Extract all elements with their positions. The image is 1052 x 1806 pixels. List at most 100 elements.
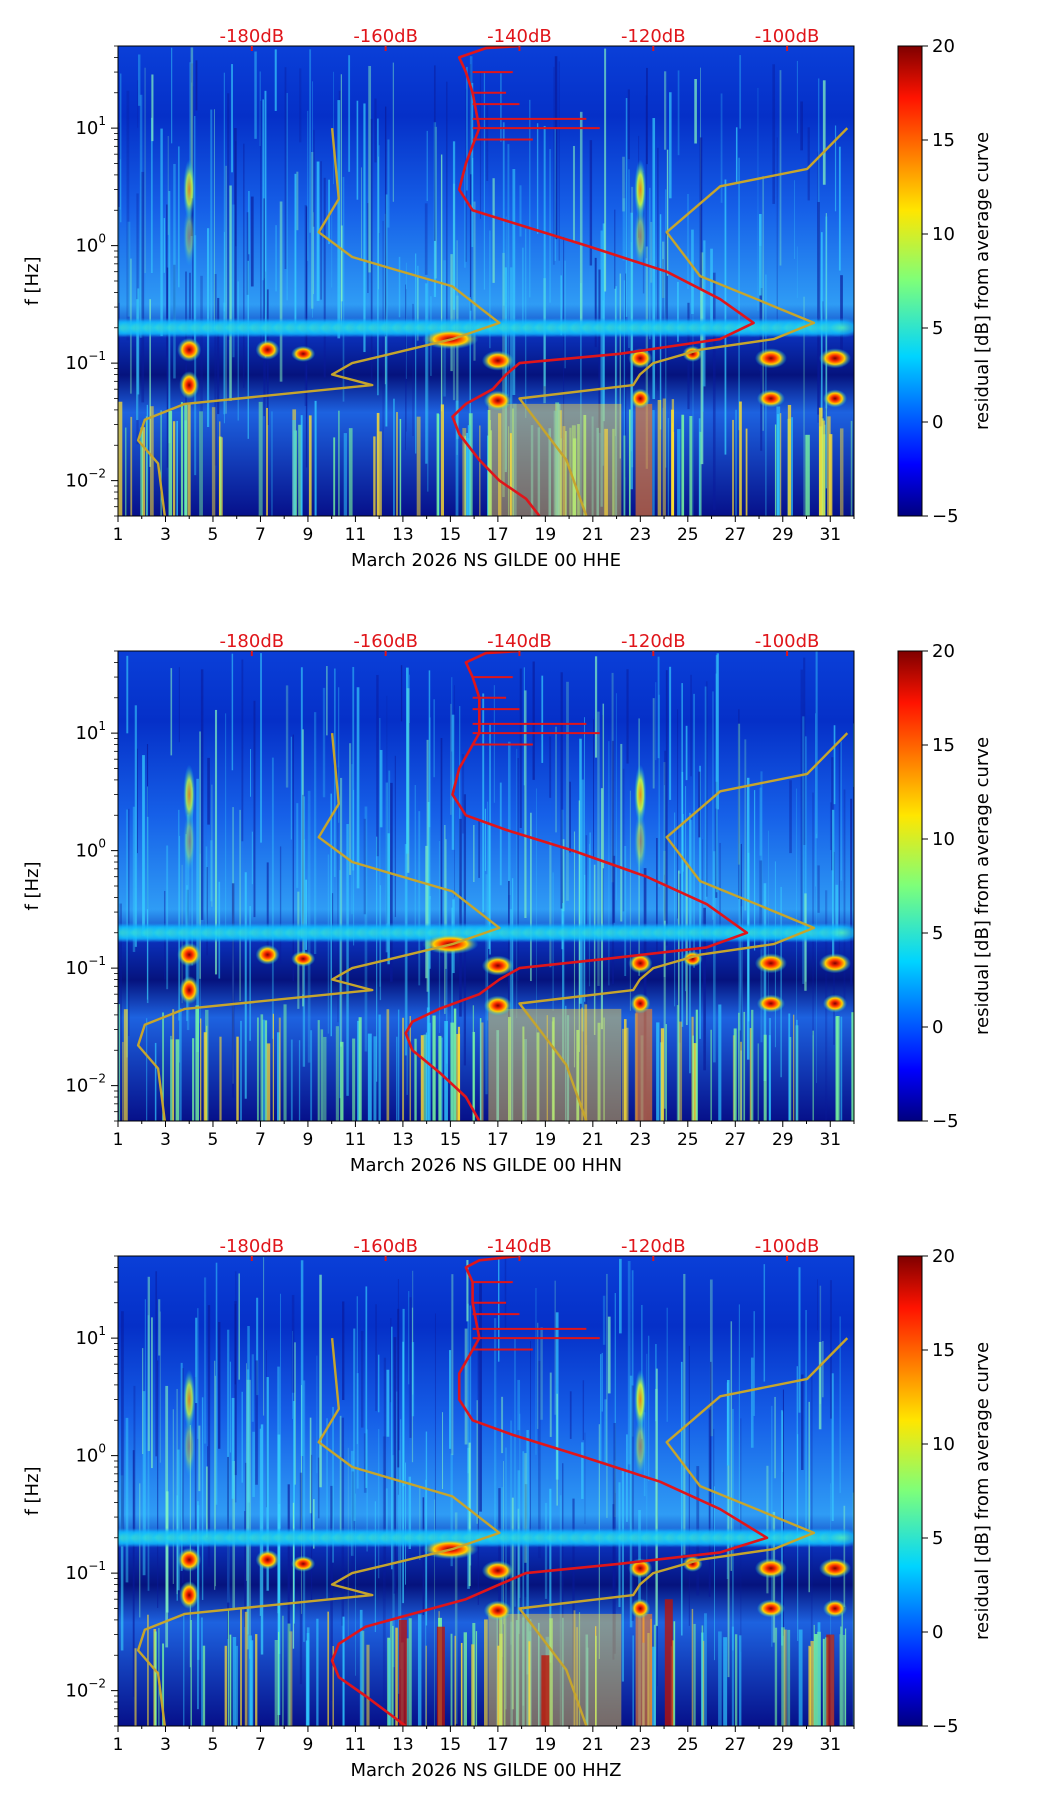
streak — [411, 1307, 414, 1463]
streak — [524, 1453, 527, 1563]
low-freq-streak — [851, 1012, 854, 1121]
low-freq-streak — [673, 1621, 676, 1726]
low-freq-streak — [308, 415, 312, 516]
low-freq-streak — [203, 1032, 207, 1121]
streak — [319, 1274, 322, 1488]
streak — [852, 1492, 854, 1726]
y-tick-exponent: 1 — [98, 114, 106, 128]
streak — [433, 65, 436, 241]
low-freq-streak — [507, 1016, 511, 1121]
streak — [483, 72, 486, 290]
low-freq-streak — [665, 1024, 667, 1121]
low-freq-streak — [423, 1034, 428, 1121]
streak — [291, 1330, 293, 1419]
streak — [382, 1436, 386, 1703]
streak — [197, 1308, 199, 1439]
streak — [602, 1295, 606, 1345]
streak — [663, 850, 666, 1109]
streak — [658, 694, 660, 888]
streak — [649, 187, 651, 340]
streak — [666, 149, 669, 276]
low-freq-streak — [162, 1012, 164, 1121]
streak — [657, 656, 660, 759]
streak — [352, 666, 355, 871]
low-freq-streak — [420, 1035, 424, 1121]
low-freq-streak — [274, 1639, 278, 1726]
low-freq-streak — [388, 1640, 391, 1726]
top-axis-label: -140dB — [487, 1236, 552, 1257]
low-freq-streak — [264, 1020, 268, 1121]
low-freq-streak — [379, 431, 382, 516]
low-freq-streak — [591, 416, 594, 516]
x-tick-label: 1 — [113, 1130, 124, 1150]
low-freq-streak — [562, 1617, 564, 1726]
streak — [579, 111, 583, 328]
low-freq-streak — [147, 1614, 149, 1726]
streak — [195, 1317, 198, 1404]
low-freq-streak — [479, 425, 481, 516]
x-tick-label: 19 — [535, 1130, 557, 1150]
streak — [716, 653, 719, 810]
streak — [502, 252, 505, 498]
x-tick-label: 19 — [535, 525, 557, 545]
streak — [627, 89, 630, 160]
streak — [601, 1352, 603, 1412]
streak — [146, 816, 149, 1004]
low-freq-streak — [817, 1631, 822, 1726]
streak — [353, 1328, 356, 1521]
streak — [442, 1412, 444, 1489]
low-freq-streak — [373, 1036, 377, 1121]
low-freq-streak — [118, 1004, 121, 1121]
spectrogram-background — [118, 46, 854, 516]
streak — [678, 870, 680, 1121]
streak — [286, 92, 288, 301]
streak — [516, 748, 518, 1019]
noise-model-line — [136, 127, 501, 516]
streak — [251, 831, 253, 885]
streak — [509, 909, 513, 1121]
streak — [738, 1304, 740, 1520]
low-freq-streak — [300, 415, 303, 516]
streak — [579, 738, 582, 1004]
low-freq-streak — [340, 1041, 344, 1121]
streak — [838, 743, 840, 975]
hotspot — [179, 371, 200, 400]
streak — [214, 1360, 216, 1590]
streak — [232, 204, 235, 358]
streak — [405, 284, 406, 451]
y-tick-label: 100 — [75, 232, 106, 257]
red-streak — [436, 1626, 445, 1726]
streak — [186, 814, 190, 1031]
streak — [404, 844, 408, 1056]
colorbar-tick-label: 10 — [932, 1434, 955, 1455]
streak — [247, 260, 249, 439]
x-tick-label: 21 — [582, 1130, 604, 1150]
low-freq-streak — [526, 1622, 531, 1726]
low-freq-streak — [244, 1611, 248, 1726]
streak — [400, 665, 403, 722]
streak — [488, 825, 490, 949]
streak — [348, 55, 351, 172]
streak — [559, 1495, 562, 1726]
streak — [119, 159, 121, 210]
low-freq-streak — [467, 425, 471, 516]
streak — [623, 280, 625, 516]
hotspot — [823, 389, 848, 408]
streak — [139, 94, 143, 338]
streak — [715, 655, 718, 893]
low-freq-streak — [597, 1022, 601, 1121]
streak — [479, 1283, 482, 1512]
noise-model-line — [518, 732, 849, 1121]
low-freq-streak — [366, 1644, 370, 1726]
streak — [246, 1363, 247, 1581]
low-freq-streak — [718, 1631, 722, 1726]
low-freq-streak — [787, 404, 792, 516]
streak — [307, 110, 309, 261]
low-freq-streak — [134, 1648, 137, 1726]
streak — [409, 1297, 412, 1438]
low-freq-streak — [172, 1009, 175, 1121]
streak — [332, 71, 334, 185]
low-freq-streak — [536, 1032, 540, 1121]
low-freq-streak — [565, 431, 567, 516]
low-freq-streak — [498, 413, 502, 516]
